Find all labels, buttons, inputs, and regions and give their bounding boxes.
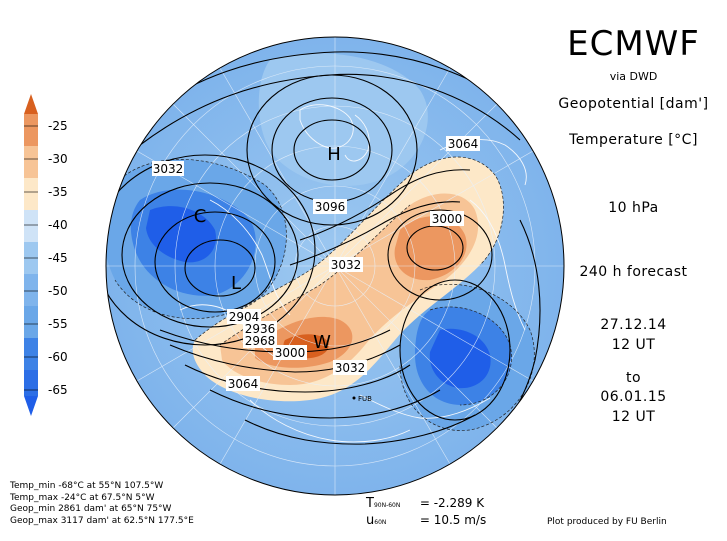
warm-marker: W	[313, 332, 331, 353]
t-symbol: T90N-60N	[366, 496, 401, 511]
init-time: 12 UT	[611, 337, 656, 353]
wind-stat: u60N = 10.5 m/s	[366, 513, 486, 530]
svg-text:3064: 3064	[228, 377, 259, 391]
station-label: FUB	[358, 395, 372, 403]
contour-label: 2936	[243, 321, 277, 336]
map-border	[105, 36, 565, 496]
svg-text:3000: 3000	[275, 346, 306, 360]
cold-marker: C	[194, 206, 207, 227]
info-panel: ECMWF via DWD Geopotential [dam'] Temper…	[540, 0, 727, 541]
valid-time: 12 UT	[611, 409, 656, 425]
colorbar-segment	[24, 210, 38, 242]
colorbar-top-arrow	[24, 94, 38, 114]
colorbar-label: -45	[48, 251, 68, 265]
colorbar-segment	[24, 274, 38, 306]
colorbar-label: -35	[48, 185, 68, 199]
svg-text:2904: 2904	[229, 310, 260, 324]
svg-text:3032: 3032	[153, 162, 184, 176]
colorbar-segment	[24, 178, 38, 210]
contour-label: 3032	[333, 360, 367, 375]
temp-max: Temp_max -24°C at 67.5°N 5°W	[10, 492, 155, 503]
contour-label: 3000	[273, 345, 307, 360]
svg-text:3064: 3064	[448, 137, 479, 151]
geop-max: Geop_max 3117 dam' at 62.5°N 177.5°E	[10, 515, 194, 526]
colorbar-label: -30	[48, 152, 68, 166]
colorbar-label: -40	[48, 218, 68, 232]
extremes-summary: Temp_min -68°C at 55°N 107.5°W Temp_max …	[10, 481, 194, 527]
colorbar-label: -60	[48, 350, 68, 364]
colorbar-segment	[24, 338, 38, 370]
contour-label: 3032	[329, 257, 363, 272]
cold-center-east	[429, 328, 491, 389]
colorbar-label: -55	[48, 317, 68, 331]
colorbar-label: -50	[48, 284, 68, 298]
colorbar-bottom-arrow	[24, 396, 38, 416]
pressure-level: 10 hPa	[608, 200, 659, 216]
model-title: ECMWF	[567, 24, 700, 64]
field-temperature-label: Temperature [°C]	[569, 132, 698, 148]
colorbar-segment	[24, 146, 38, 178]
temperature-colorbar	[24, 94, 38, 416]
colorbar-label: -65	[48, 383, 68, 397]
svg-text:3032: 3032	[331, 258, 362, 272]
to-label: to	[625, 370, 642, 386]
temp-min: Temp_min -68°C at 55°N 107.5°W	[10, 481, 164, 491]
contour-label: 3000	[430, 211, 464, 226]
svg-text:3096: 3096	[315, 200, 346, 214]
contour-label: 2904	[227, 309, 261, 324]
temperature-stat: T90N-60N = -2.289 K	[366, 496, 486, 513]
svg-text:3032: 3032	[335, 361, 366, 375]
contour-label: 3064	[446, 136, 480, 151]
colorbar-segment	[24, 306, 38, 338]
forecast-lead-time: 240 h forecast	[579, 264, 688, 280]
colorbar-segment	[24, 114, 38, 146]
data-source: via DWD	[609, 70, 658, 83]
geop-min: Geop_min 2861 dam' at 65°N 75°W	[10, 504, 172, 514]
u-value: = 10.5 m/s	[419, 513, 487, 527]
contour-label: 2968	[243, 333, 277, 348]
fub-station: FUB	[352, 395, 372, 403]
contour-label: 3096	[313, 199, 347, 214]
high-marker: H	[327, 144, 341, 165]
u-symbol: u60N	[366, 513, 387, 528]
svg-text:2936: 2936	[245, 322, 276, 336]
low-marker: L	[231, 273, 241, 294]
svg-text:2968: 2968	[245, 334, 276, 348]
pressure-markers: H C L W	[194, 144, 341, 353]
sub-region-north	[258, 53, 428, 186]
colorbar-segment	[24, 370, 38, 396]
cold-center-west	[146, 206, 216, 263]
credit-text: Plot produced by FU Berlin	[547, 517, 667, 527]
warm-core-east	[394, 216, 467, 281]
t-value: = -2.289 K	[419, 496, 485, 510]
svg-text:3000: 3000	[432, 212, 463, 226]
contour-labels: 3032 3064 3096 3000 3032 2904 2936 2968 …	[152, 136, 480, 391]
contour-label: 3064	[226, 376, 260, 391]
valid-date: 06.01.15	[600, 389, 667, 405]
colorbar-label: -25	[48, 119, 68, 133]
contour-label: 3032	[152, 161, 184, 176]
field-geopotential-label: Geopotential [dam']	[558, 96, 709, 112]
stats-block: T90N-60N = -2.289 K u60N = 10.5 m/s	[366, 496, 486, 530]
init-date: 27.12.14	[600, 317, 667, 333]
